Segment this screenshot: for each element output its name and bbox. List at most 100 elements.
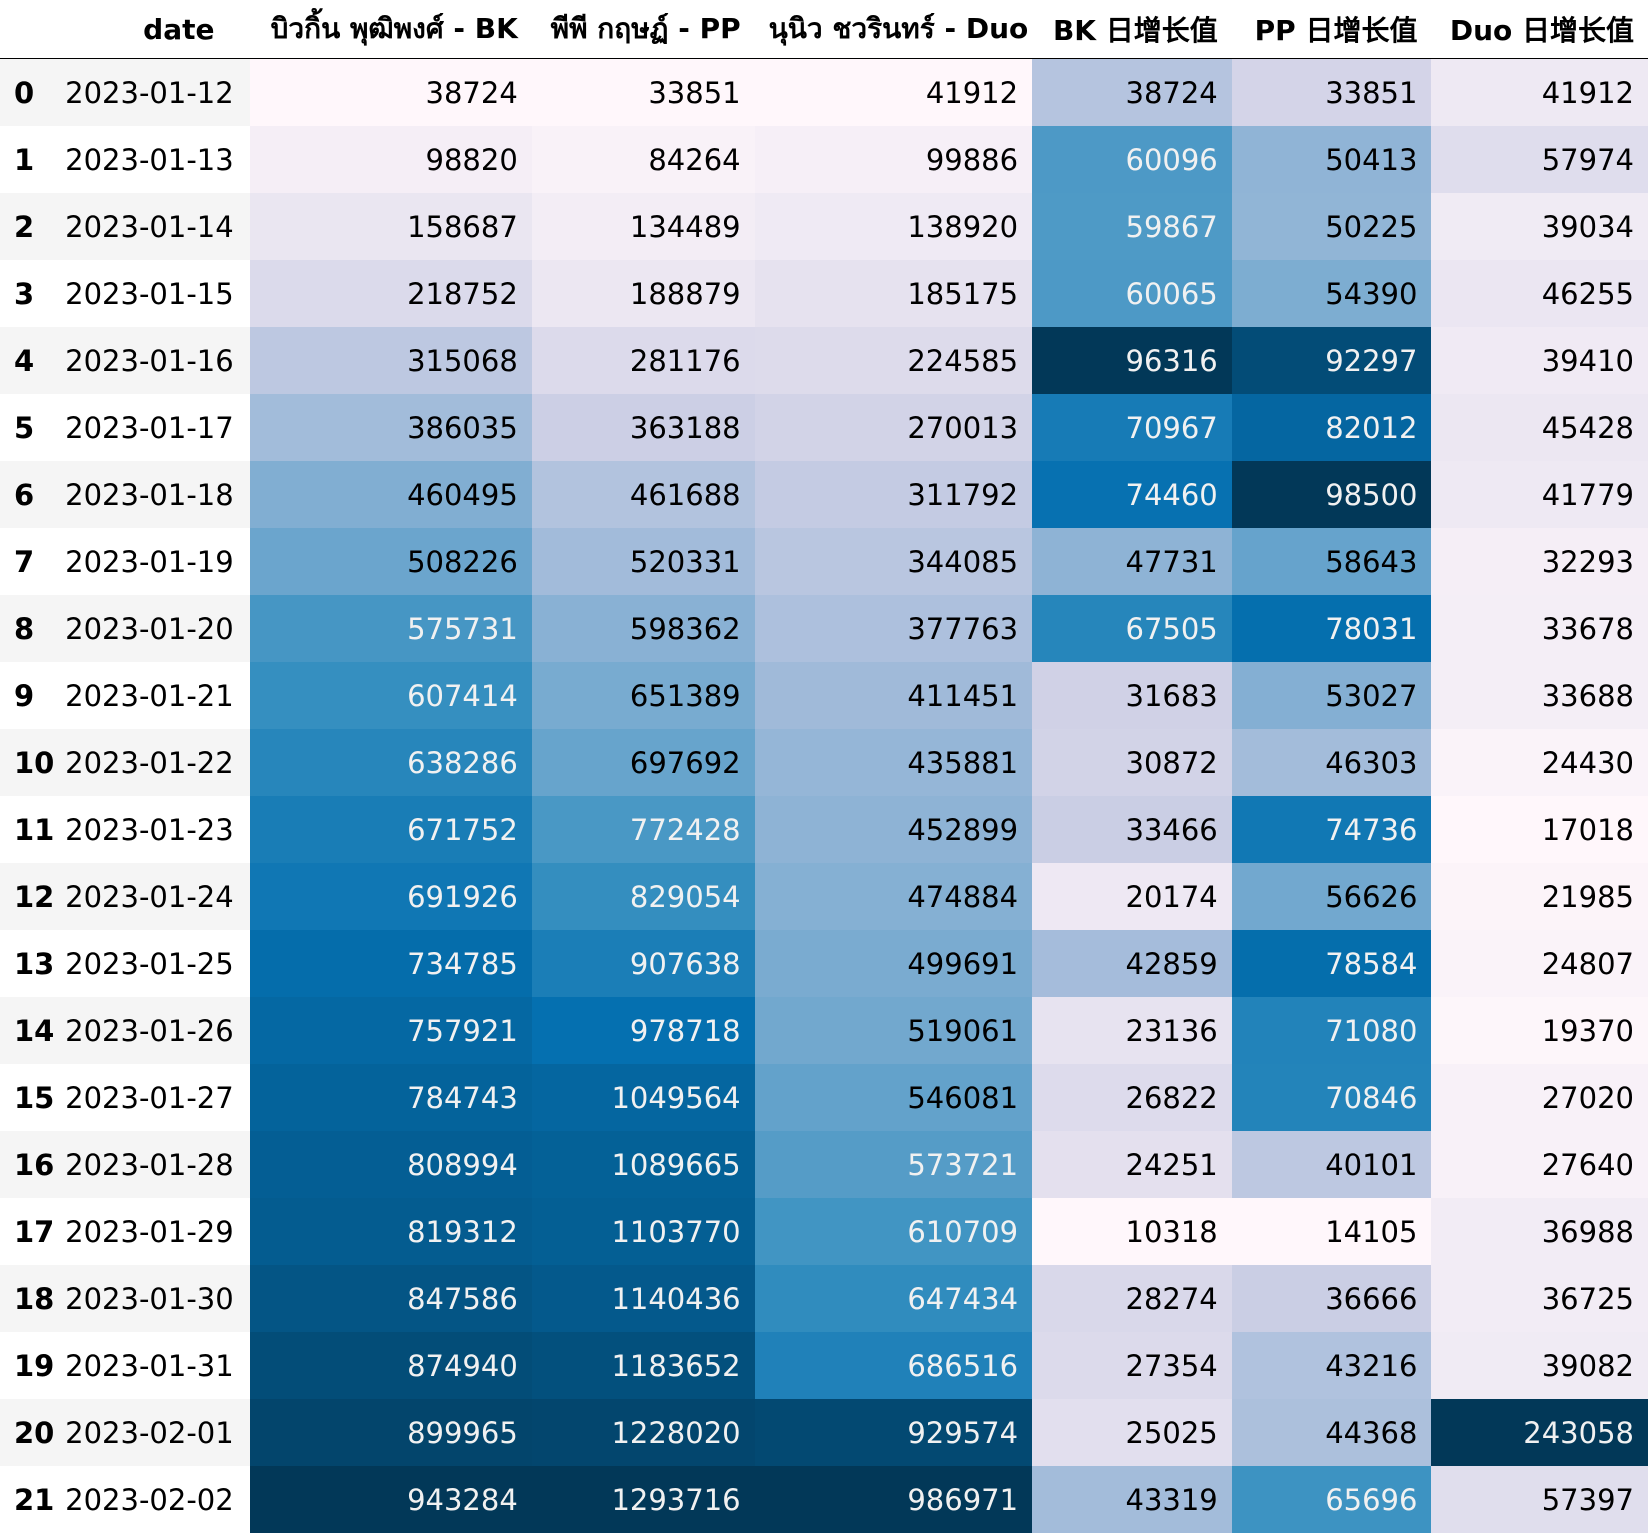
row-index: 12 [0, 863, 66, 930]
heatmap-cell: 46255 [1431, 260, 1648, 327]
heatmap-cell: 33466 [1032, 796, 1232, 863]
heatmap-cell: 27020 [1431, 1064, 1648, 1131]
heatmap-cell: 96316 [1032, 327, 1232, 394]
heatmap-cell: 17018 [1431, 796, 1648, 863]
heatmap-cell: 772428 [531, 796, 755, 863]
date-cell: 2023-01-13 [65, 126, 251, 193]
table-row: 9 2023-01-21 607414 651389 411451 31683 53027 3… [0, 662, 1648, 729]
heatmap-cell: 819312 [250, 1198, 532, 1265]
heatmap-cell: 315068 [250, 327, 532, 394]
heatmap-cell: 1183652 [531, 1332, 755, 1399]
heatmap-cell: 74736 [1231, 796, 1432, 863]
heatmap-cell: 44368 [1231, 1399, 1432, 1466]
heatmap-cell: 39034 [1431, 193, 1648, 260]
heatmap-cell: 978718 [531, 997, 755, 1064]
heatmap-cell: 460495 [250, 461, 532, 528]
row-index: 9 [0, 662, 66, 729]
heatmap-cell: 65696 [1231, 1466, 1432, 1533]
heatmap-cell: 71080 [1231, 997, 1432, 1064]
heatmap-cell: 218752 [250, 260, 532, 327]
heatmap-cell: 33851 [531, 58, 755, 126]
table-row: 10 2023-01-22 638286 697692 435881 30872 46303… [0, 729, 1648, 796]
table-row: 8 2023-01-20 575731 598362 377763 67505 78031 3… [0, 595, 1648, 662]
heatmap-cell: 784743 [250, 1064, 532, 1131]
table-row: 14 2023-01-26 757921 978718 519061 23136 71080… [0, 997, 1648, 1064]
date-cell: 2023-01-20 [65, 595, 251, 662]
heatmap-cell: 45428 [1431, 394, 1648, 461]
table-row: 13 2023-01-25 734785 907638 499691 42859 78584… [0, 930, 1648, 997]
heatmap-cell: 411451 [754, 662, 1033, 729]
heatmap-cell: 25025 [1032, 1399, 1232, 1466]
heatmap-cell: 70846 [1231, 1064, 1432, 1131]
column-header-date: date [65, 0, 251, 59]
heatmap-cell: 1228020 [531, 1399, 755, 1466]
heatmap-cell: 82012 [1231, 394, 1432, 461]
heatmap-cell: 36988 [1431, 1198, 1648, 1265]
heatmap-cell: 92297 [1231, 327, 1432, 394]
row-index: 10 [0, 729, 66, 796]
heatmap-cell: 24807 [1431, 930, 1648, 997]
heatmap-cell: 651389 [531, 662, 755, 729]
heatmap-cell: 74460 [1032, 461, 1232, 528]
row-index: 18 [0, 1265, 66, 1332]
heatmap-cell: 84264 [531, 126, 755, 193]
row-index: 15 [0, 1064, 66, 1131]
row-index: 4 [0, 327, 66, 394]
heatmap-cell: 734785 [250, 930, 532, 997]
heatmap-cell: 98820 [250, 126, 532, 193]
heatmap-cell: 452899 [754, 796, 1033, 863]
heatmap-cell: 519061 [754, 997, 1033, 1064]
heatmap-cell: 14105 [1231, 1198, 1432, 1265]
heatmap-cell: 344085 [754, 528, 1033, 595]
date-cell: 2023-01-29 [65, 1198, 251, 1265]
date-cell: 2023-01-30 [65, 1265, 251, 1332]
heatmap-cell: 33688 [1431, 662, 1648, 729]
date-cell: 2023-01-27 [65, 1064, 251, 1131]
row-index: 1 [0, 126, 66, 193]
date-cell: 2023-01-22 [65, 729, 251, 796]
heatmap-cell: 1089665 [531, 1131, 755, 1198]
heatmap-cell: 986971 [754, 1466, 1033, 1533]
heatmap-cell: 907638 [531, 930, 755, 997]
heatmap-cell: 43216 [1231, 1332, 1432, 1399]
heatmap-cell: 58643 [1231, 528, 1432, 595]
heatmap-cell: 70967 [1032, 394, 1232, 461]
date-cell: 2023-01-19 [65, 528, 251, 595]
table-row: 4 2023-01-16 315068 281176 224585 96316 92297 3… [0, 327, 1648, 394]
row-index: 13 [0, 930, 66, 997]
row-index: 0 [0, 58, 66, 126]
table-row: 3 2023-01-15 218752 188879 185175 60065 54390 4… [0, 260, 1648, 327]
row-index: 11 [0, 796, 66, 863]
heatmap-cell: 697692 [531, 729, 755, 796]
heatmap-cell: 607414 [250, 662, 532, 729]
row-index: 20 [0, 1399, 66, 1466]
row-index: 7 [0, 528, 66, 595]
heatmap-cell: 53027 [1231, 662, 1432, 729]
heatmap-cell: 21985 [1431, 863, 1648, 930]
heatmap-cell: 874940 [250, 1332, 532, 1399]
heatmap-cell: 46303 [1231, 729, 1432, 796]
column-header: พีพี กฤษฏ์ - PP [531, 0, 755, 59]
heatmap-cell: 23136 [1032, 997, 1232, 1064]
table-body: 0 2023-01-12 38724 33851 41912 38724 33851 4191… [0, 58, 1648, 1533]
table-row: 16 2023-01-28 808994 1089665 573721 24251 4010… [0, 1131, 1648, 1198]
heatmap-cell: 20174 [1032, 863, 1232, 930]
table-row: 6 2023-01-18 460495 461688 311792 74460 98500 4… [0, 461, 1648, 528]
heatmap-cell: 26822 [1032, 1064, 1232, 1131]
table-row: 21 2023-02-02 943284 1293716 986971 43319 6569… [0, 1466, 1648, 1533]
row-index: 14 [0, 997, 66, 1064]
heatmap-cell: 158687 [250, 193, 532, 260]
table-row: 5 2023-01-17 386035 363188 270013 70967 82012 4… [0, 394, 1648, 461]
table-row: 1 2023-01-13 98820 84264 99886 60096 50413 5797… [0, 126, 1648, 193]
row-index: 17 [0, 1198, 66, 1265]
row-index: 2 [0, 193, 66, 260]
heatmap-cell: 647434 [754, 1265, 1033, 1332]
heatmap-cell: 42859 [1032, 930, 1232, 997]
heatmap-cell: 224585 [754, 327, 1033, 394]
table-row: 0 2023-01-12 38724 33851 41912 38724 33851 4191… [0, 58, 1648, 126]
heatmap-cell: 40101 [1231, 1131, 1432, 1198]
heatmap-cell: 33678 [1431, 595, 1648, 662]
heatmap-cell: 41779 [1431, 461, 1648, 528]
heatmap-cell: 686516 [754, 1332, 1033, 1399]
